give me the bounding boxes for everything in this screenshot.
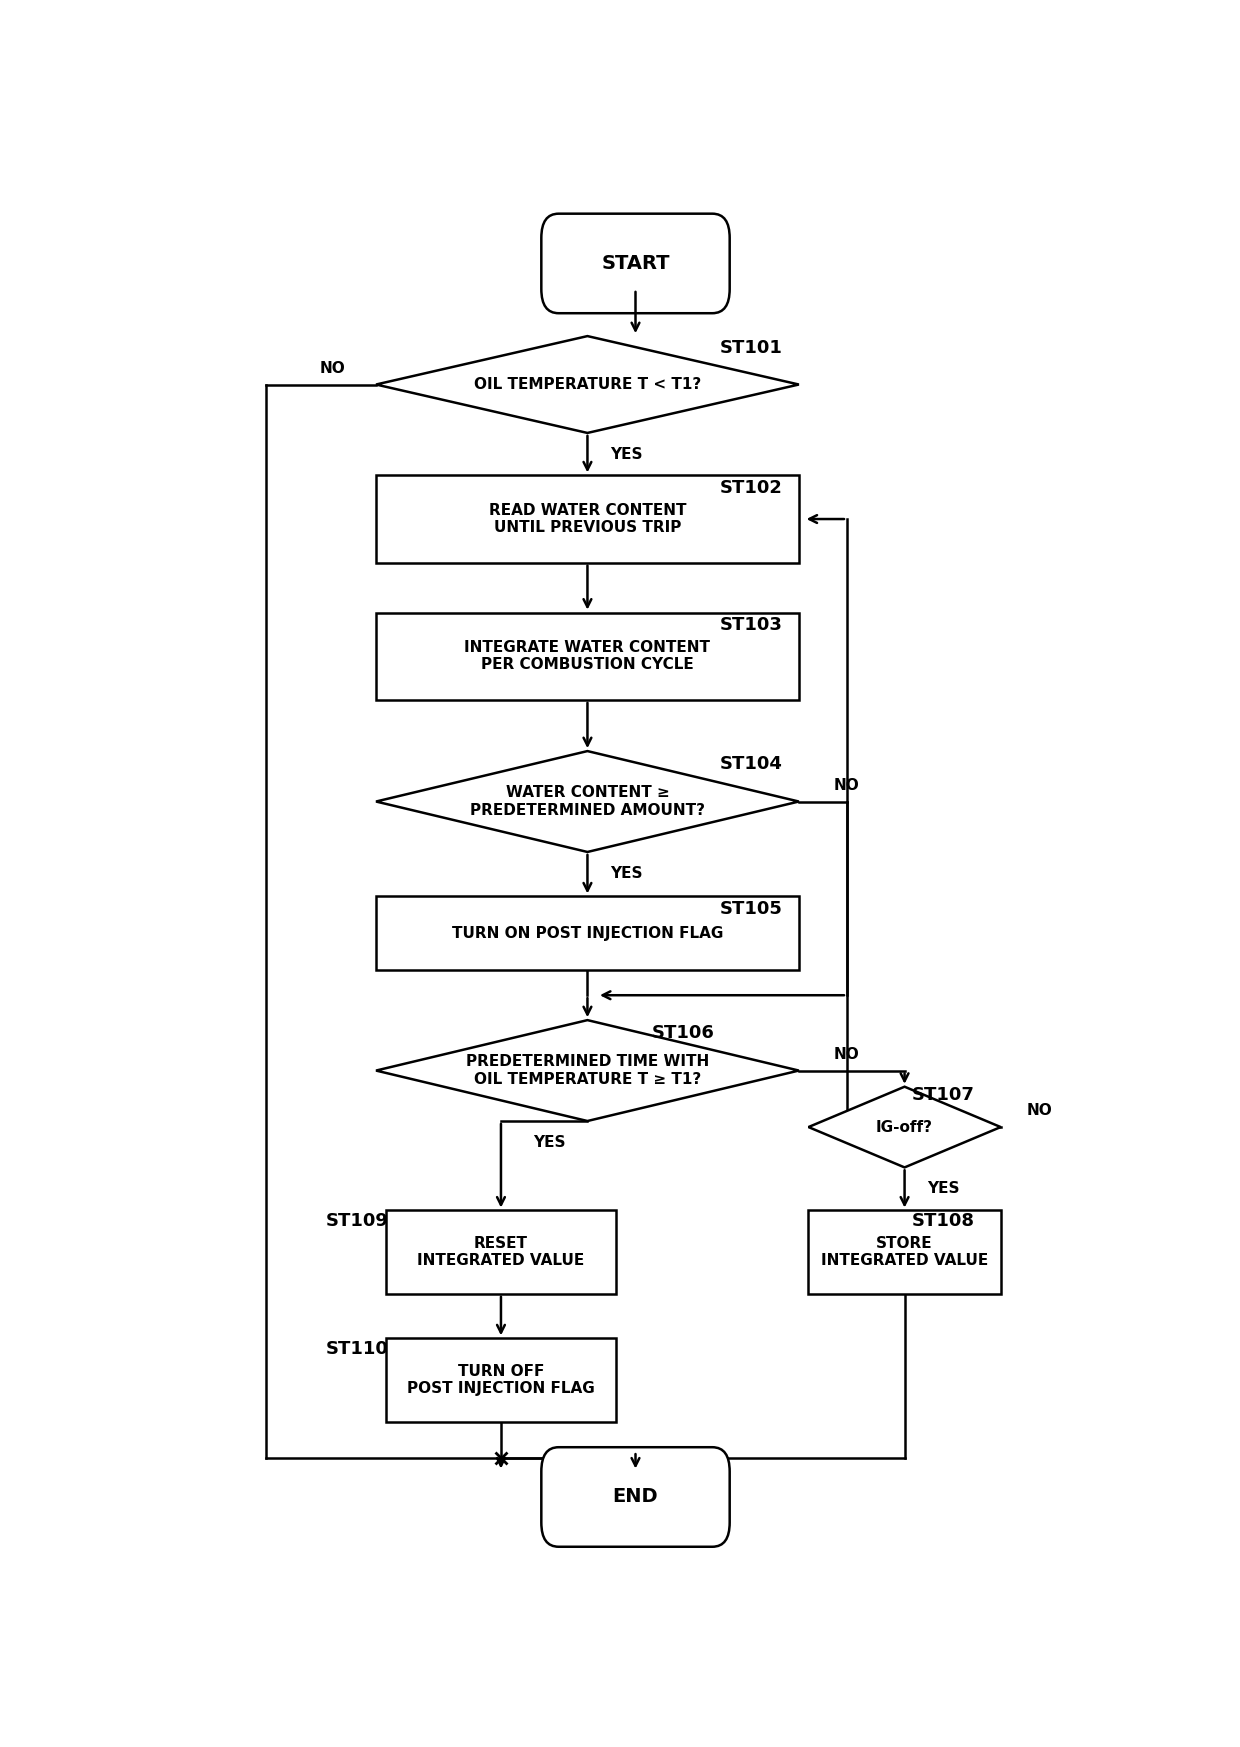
Text: IG-off?: IG-off? [877, 1120, 932, 1134]
Text: NO: NO [320, 362, 346, 376]
FancyBboxPatch shape [542, 213, 729, 313]
Text: YES: YES [610, 867, 642, 880]
Text: ST107: ST107 [911, 1087, 975, 1104]
Text: ST109: ST109 [325, 1212, 388, 1230]
Bar [376, 475, 799, 563]
Polygon shape [376, 1020, 799, 1122]
Text: ST103: ST103 [719, 617, 782, 634]
Bar [376, 896, 799, 970]
Text: ST110: ST110 [325, 1340, 388, 1357]
FancyBboxPatch shape [542, 1447, 729, 1546]
Bar [808, 1211, 1001, 1295]
Polygon shape [376, 751, 799, 853]
Text: READ WATER CONTENT
UNTIL PREVIOUS TRIP: READ WATER CONTENT UNTIL PREVIOUS TRIP [489, 503, 686, 535]
Bar [376, 613, 799, 701]
Text: OIL TEMPERATURE T < T1?: OIL TEMPERATURE T < T1? [474, 377, 701, 391]
Text: ST104: ST104 [719, 755, 782, 772]
Text: INTEGRATE WATER CONTENT
PER COMBUSTION CYCLE: INTEGRATE WATER CONTENT PER COMBUSTION C… [465, 639, 711, 673]
Text: ST106: ST106 [652, 1024, 715, 1041]
Text: NO: NO [835, 777, 859, 793]
Text: TURN ON POST INJECTION FLAG: TURN ON POST INJECTION FLAG [451, 926, 723, 942]
Text: NO: NO [1027, 1104, 1052, 1118]
Text: ST101: ST101 [719, 339, 782, 356]
Text: ST108: ST108 [911, 1212, 975, 1230]
Text: STORE
INTEGRATED VALUE: STORE INTEGRATED VALUE [821, 1235, 988, 1268]
Text: START: START [601, 253, 670, 273]
Text: YES: YES [610, 447, 642, 461]
Text: RESET
INTEGRATED VALUE: RESET INTEGRATED VALUE [418, 1235, 584, 1268]
Text: NO: NO [835, 1046, 859, 1062]
Text: ST102: ST102 [719, 479, 782, 498]
Text: END: END [613, 1487, 658, 1506]
Text: TURN OFF
POST INJECTION FLAG: TURN OFF POST INJECTION FLAG [407, 1364, 595, 1396]
Text: ST105: ST105 [719, 900, 782, 919]
Text: WATER CONTENT ≥
PREDETERMINED AMOUNT?: WATER CONTENT ≥ PREDETERMINED AMOUNT? [470, 786, 706, 818]
Text: YES: YES [926, 1181, 960, 1197]
Text: PREDETERMINED TIME WITH
OIL TEMPERATURE T ≥ T1?: PREDETERMINED TIME WITH OIL TEMPERATURE … [466, 1055, 709, 1087]
Text: YES: YES [533, 1136, 565, 1150]
Polygon shape [376, 335, 799, 433]
Bar [386, 1338, 616, 1422]
Bar [386, 1211, 616, 1295]
Polygon shape [808, 1087, 1001, 1167]
